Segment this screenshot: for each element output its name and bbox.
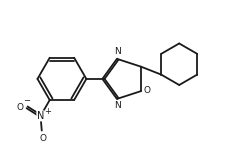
Text: N: N xyxy=(114,101,121,110)
Text: N: N xyxy=(114,47,121,56)
Text: −: − xyxy=(23,96,30,105)
Text: O: O xyxy=(144,86,151,95)
Text: +: + xyxy=(44,107,51,116)
Text: N: N xyxy=(37,111,44,121)
Text: O: O xyxy=(16,103,23,112)
Text: O: O xyxy=(39,134,46,143)
